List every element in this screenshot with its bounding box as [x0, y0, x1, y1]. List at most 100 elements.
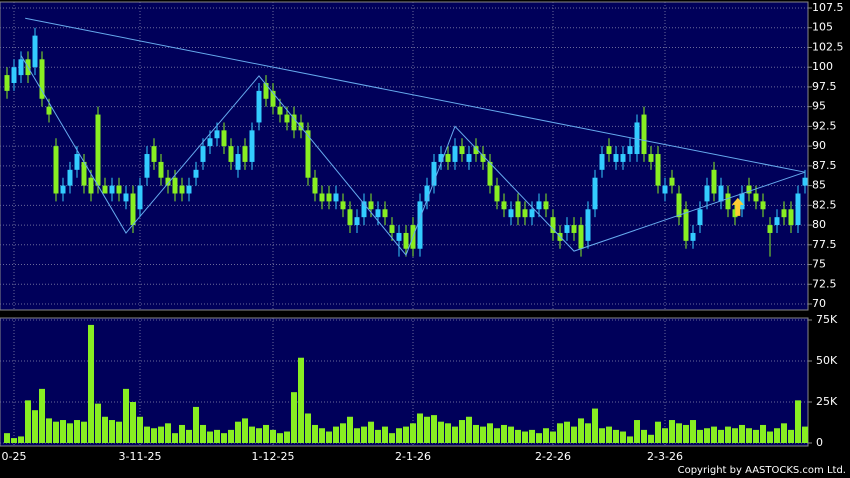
candle-body [95, 114, 101, 186]
candle-body [746, 185, 752, 194]
volume-bar [354, 428, 360, 443]
y-tick-label: 75 [812, 258, 826, 271]
y-tick-label: 0 [816, 436, 823, 449]
x-tick-label: 2-2-26 [535, 450, 571, 463]
volume-bar [760, 424, 766, 443]
candle-body [522, 209, 528, 218]
candle-body [193, 169, 199, 178]
volume-bar [263, 424, 269, 443]
candle-body [550, 217, 556, 233]
candle-body [389, 225, 395, 233]
candle-body [592, 177, 598, 210]
candle-body [18, 59, 24, 76]
candle-body [305, 130, 311, 178]
volume-bar [368, 421, 374, 443]
volume-bar [620, 431, 626, 443]
candle-body [130, 193, 136, 226]
y-tick-label: 72.5 [812, 277, 837, 290]
volume-bar [116, 421, 122, 443]
candle-body [655, 154, 661, 186]
y-tick-label: 102.5 [812, 40, 844, 53]
x-tick-label: 2-3-26 [647, 450, 683, 463]
candle-body [508, 209, 514, 218]
candle-body [753, 193, 759, 202]
volume-bar [298, 357, 304, 443]
y-tick-label: 50K [816, 354, 838, 367]
candle-body [354, 217, 360, 226]
candle-body [718, 185, 724, 202]
volume-bar [424, 416, 430, 443]
candle-body [466, 154, 472, 162]
candle-body [270, 90, 276, 107]
volume-bar [788, 429, 794, 443]
volume-bar [613, 429, 619, 443]
volume-bar [4, 433, 10, 443]
candle-body [102, 185, 108, 194]
candle-body [137, 185, 143, 210]
candle-body [368, 201, 374, 210]
volume-bar [396, 428, 402, 443]
volume-bar [543, 428, 549, 443]
candle-body [711, 169, 717, 194]
candle-body [767, 225, 773, 233]
volume-bar [592, 408, 598, 443]
volume-bar [697, 429, 703, 443]
candle-body [249, 130, 255, 162]
candle-body [676, 193, 682, 218]
volume-bar [53, 421, 59, 443]
volume-bar [277, 433, 283, 443]
candle-body [683, 209, 689, 241]
candle-body [431, 161, 437, 186]
candle-body [333, 193, 339, 202]
volume-bar [480, 426, 486, 443]
candle-body [802, 177, 808, 186]
volume-bar [795, 400, 801, 443]
candle-body [291, 114, 297, 131]
volume-bar [494, 428, 500, 443]
volume-bar [634, 420, 640, 443]
candle-body [606, 146, 612, 155]
volume-bar [123, 388, 129, 443]
volume-bar [235, 421, 241, 443]
candle-body [599, 154, 605, 170]
candle-body [662, 185, 668, 194]
candle-body [326, 193, 332, 202]
volume-bar [312, 424, 318, 443]
volume-bar [718, 429, 724, 443]
volume-bar [284, 431, 290, 443]
candle-body [438, 154, 444, 162]
candle-body [648, 154, 654, 162]
candle-body [781, 209, 787, 218]
candle-body [494, 185, 500, 202]
volume-bar [515, 429, 521, 443]
volume-bar [711, 426, 717, 443]
volume-bar [753, 429, 759, 443]
volume-bar [137, 416, 143, 443]
volume-bar [88, 324, 94, 443]
volume-bar [466, 416, 472, 443]
candle-body [172, 177, 178, 194]
volume-bar [158, 426, 164, 443]
volume-bar [130, 402, 136, 443]
volume-bar [46, 418, 52, 443]
y-tick-label: 95 [812, 100, 826, 113]
candle-body [67, 169, 73, 186]
candle-body [277, 106, 283, 115]
volume-bar [438, 421, 444, 443]
volume-bar [389, 433, 395, 443]
candle-body [564, 225, 570, 233]
volume-bar [249, 426, 255, 443]
volume-bar [11, 438, 17, 443]
volume-bar [207, 431, 213, 443]
volume-bar [109, 420, 115, 443]
y-tick-label: 90 [812, 139, 826, 152]
candle-body [417, 201, 423, 249]
candle-body [11, 67, 17, 83]
candle-body [4, 75, 10, 91]
candle-body [221, 130, 227, 147]
volume-bar [431, 415, 437, 443]
candle-body [774, 217, 780, 226]
y-tick-label: 70 [812, 297, 826, 310]
candle-body [697, 209, 703, 226]
candle-body [641, 114, 647, 155]
